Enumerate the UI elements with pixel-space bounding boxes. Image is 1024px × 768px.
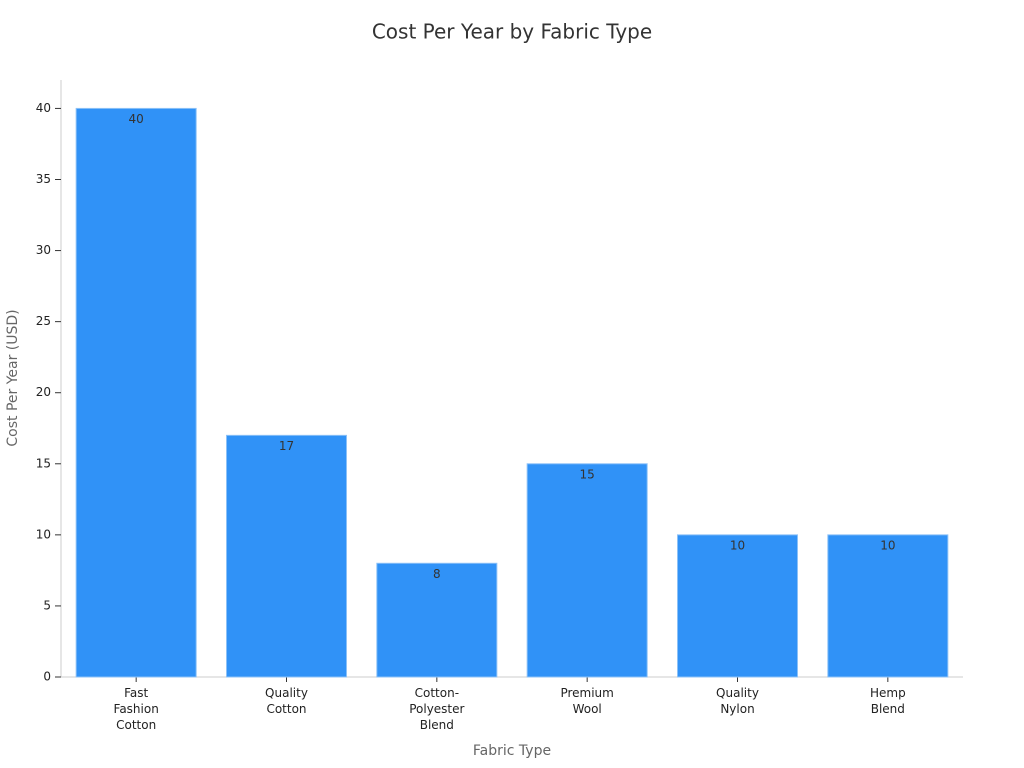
y-tick-label: 15 (36, 456, 51, 470)
y-tick-label: 0 (43, 670, 51, 684)
value-label: 17 (279, 439, 294, 453)
bar (827, 534, 949, 678)
x-tick-label: Quality Cotton (265, 686, 308, 716)
bar (526, 463, 648, 678)
value-label: 40 (129, 112, 144, 126)
y-tick-label: 30 (36, 243, 51, 257)
bar (75, 107, 197, 678)
y-tick-label: 5 (43, 598, 51, 612)
y-tick-label: 10 (36, 527, 51, 541)
y-tick-label: 20 (36, 385, 51, 399)
bar (677, 534, 798, 678)
bar (226, 434, 347, 678)
x-tick-label: Premium Wool (560, 686, 613, 716)
value-label: 15 (580, 467, 595, 481)
value-label: 10 (730, 538, 745, 552)
x-tick-label: Quality Nylon (716, 686, 759, 716)
bar (376, 562, 498, 678)
x-tick-label: Fast Fashion Cotton (114, 686, 159, 732)
value-label: 10 (880, 538, 895, 552)
y-tick-label: 25 (36, 314, 51, 328)
x-tick-label: Hemp Blend (870, 686, 906, 716)
x-axis-title: Fabric Type (473, 743, 551, 759)
y-tick-label: 35 (36, 172, 51, 186)
value-label: 8 (433, 567, 441, 581)
chart-title: Cost Per Year by Fabric Type (372, 20, 652, 44)
y-axis-title: Cost Per Year (USD) (5, 309, 21, 446)
x-tick-label: Cotton-Polyester Blend (409, 686, 464, 732)
y-tick-label: 40 (36, 101, 51, 115)
